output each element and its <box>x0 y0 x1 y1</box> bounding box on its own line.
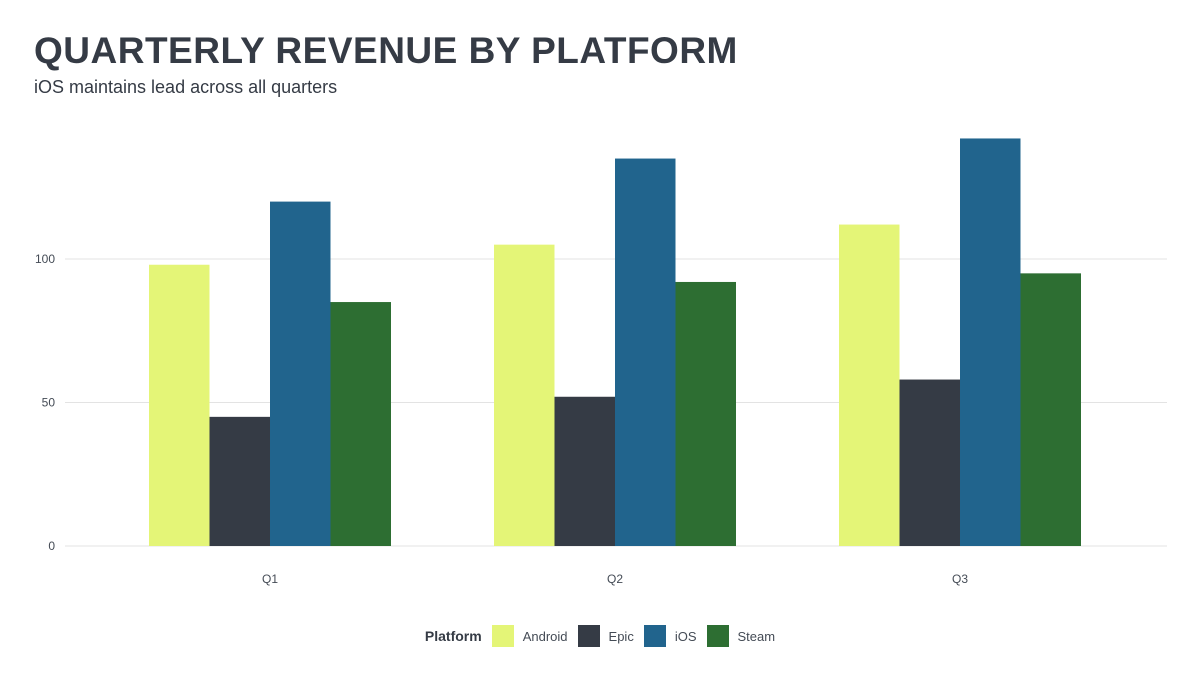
bar-epic-q1 <box>209 416 270 546</box>
bar-epic-q3 <box>899 379 960 546</box>
bar-android-q3 <box>839 224 900 546</box>
y-tick-label: 0 <box>48 539 55 553</box>
legend-swatch-ios <box>643 625 666 647</box>
bar-steam-q1 <box>330 302 391 546</box>
y-tick-label: 100 <box>35 252 55 266</box>
legend-item-steam: Steam <box>706 625 776 647</box>
bar-ios-q2 <box>615 158 676 547</box>
legend-label-steam: Steam <box>737 628 776 644</box>
bar-steam-q3 <box>1020 273 1081 546</box>
legend-item-epic: Epic <box>577 625 634 647</box>
chart-legend: Platform Android Epic iOS Steam <box>0 624 1200 648</box>
bar-android-q2 <box>494 244 555 546</box>
legend-swatch-android <box>491 625 514 647</box>
legend-swatch-epic <box>577 625 600 647</box>
legend-item-android: Android <box>491 625 568 647</box>
legend-swatch-steam <box>706 625 729 647</box>
x-tick-label: Q3 <box>952 572 968 586</box>
bar-android-q1 <box>149 264 210 546</box>
bar-ios-q3 <box>960 138 1021 546</box>
legend-label-android: Android <box>522 628 568 644</box>
bar-epic-q2 <box>554 396 615 546</box>
chart-title: QUARTERLY REVENUE BY PLATFORM <box>34 30 738 71</box>
legend-label-epic: Epic <box>608 628 634 644</box>
legend-title: Platform <box>424 628 482 644</box>
legend-item-ios: iOS <box>643 625 697 647</box>
bar-steam-q2 <box>675 281 736 546</box>
chart-subtitle: iOS maintains lead across all quarters <box>34 77 338 97</box>
bar-ios-q1 <box>270 201 331 546</box>
legend-label-ios: iOS <box>674 628 697 644</box>
x-tick-label: Q1 <box>262 572 278 586</box>
x-tick-label: Q2 <box>607 572 623 586</box>
y-tick-label: 50 <box>42 396 56 410</box>
